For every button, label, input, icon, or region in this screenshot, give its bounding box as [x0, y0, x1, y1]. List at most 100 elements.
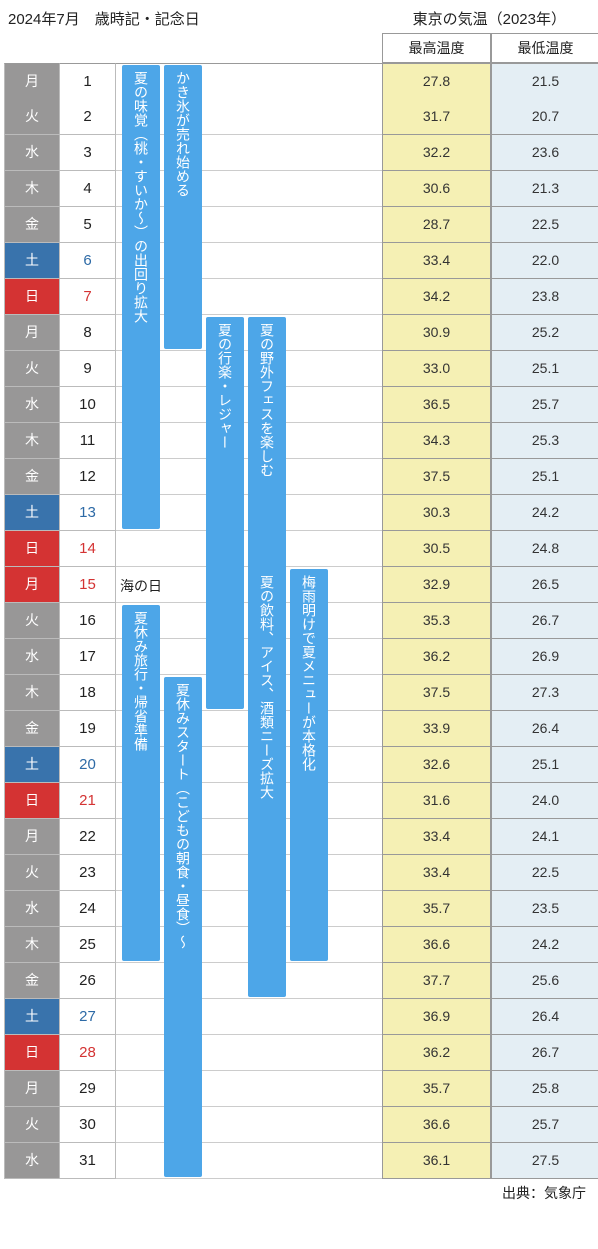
events-cell: [116, 1107, 382, 1143]
day-number: 29: [60, 1071, 116, 1107]
events-cell: [116, 711, 382, 747]
events-cell: [116, 783, 382, 819]
temp-high-cell: 32.6: [382, 747, 491, 783]
day-number: 22: [60, 819, 116, 855]
day-number: 9: [60, 351, 116, 387]
day-of-week-label: 月: [4, 819, 60, 855]
events-cell: [116, 639, 382, 675]
events-cell: [116, 315, 382, 351]
day-number: 19: [60, 711, 116, 747]
temp-high-cell: 33.4: [382, 819, 491, 855]
day-of-week-label: 金: [4, 963, 60, 999]
temp-low-cell: 26.9: [491, 639, 598, 675]
temp-low-cell: 22.5: [491, 207, 598, 243]
temp-high-cell: 32.2: [382, 135, 491, 171]
temp-low-cell: 26.4: [491, 999, 598, 1035]
day-number: 4: [60, 171, 116, 207]
day-number: 3: [60, 135, 116, 171]
table-row: 火3036.625.7: [4, 1107, 594, 1143]
day-of-week-label: 火: [4, 99, 60, 135]
day-number: 15: [60, 567, 116, 603]
day-number: 7: [60, 279, 116, 315]
temp-high-cell: 33.4: [382, 855, 491, 891]
table-row: 水3136.127.5: [4, 1143, 594, 1179]
table-row: 木1134.325.3: [4, 423, 594, 459]
day-number: 17: [60, 639, 116, 675]
page-title-right: 東京の気温（2023年）: [413, 8, 590, 29]
temp-high-cell: 37.5: [382, 675, 491, 711]
header-spacer: [60, 33, 116, 63]
day-of-week-label: 土: [4, 999, 60, 1035]
table-row: 土633.422.0: [4, 243, 594, 279]
temp-low-cell: 27.5: [491, 1143, 598, 1179]
events-cell: [116, 99, 382, 135]
table-row: 日1430.524.8: [4, 531, 594, 567]
events-cell: [116, 819, 382, 855]
day-number: 5: [60, 207, 116, 243]
events-cell: [116, 1143, 382, 1179]
day-of-week-label: 木: [4, 171, 60, 207]
temp-low-cell: 24.8: [491, 531, 598, 567]
temp-low-cell: 25.6: [491, 963, 598, 999]
temp-low-cell: 26.4: [491, 711, 598, 747]
day-of-week-label: 日: [4, 279, 60, 315]
temp-high-cell: 36.9: [382, 999, 491, 1035]
table-row: 木2536.624.2: [4, 927, 594, 963]
day-of-week-label: 水: [4, 1143, 60, 1179]
day-of-week-label: 火: [4, 351, 60, 387]
table-row: 木430.621.3: [4, 171, 594, 207]
table-row: 月127.821.5: [4, 63, 594, 99]
temp-low-cell: 25.7: [491, 387, 598, 423]
temp-high-cell: 31.7: [382, 99, 491, 135]
table-row: 日2836.226.7: [4, 1035, 594, 1071]
day-number: 27: [60, 999, 116, 1035]
day-of-week-label: 水: [4, 135, 60, 171]
table-row: 土2032.625.1: [4, 747, 594, 783]
temp-high-cell: 36.6: [382, 927, 491, 963]
source-text: 出典：気象庁: [4, 1179, 594, 1203]
temp-high-cell: 37.7: [382, 963, 491, 999]
events-cell: [116, 855, 382, 891]
temp-low-cell: 23.6: [491, 135, 598, 171]
table-row: 日734.223.8: [4, 279, 594, 315]
temp-high-cell: 27.8: [382, 63, 491, 100]
day-of-week-label: 金: [4, 207, 60, 243]
temp-high-cell: 35.7: [382, 891, 491, 927]
temp-high-cell: 28.7: [382, 207, 491, 243]
day-number: 20: [60, 747, 116, 783]
temp-low-cell: 23.8: [491, 279, 598, 315]
events-cell: [116, 1071, 382, 1107]
day-of-week-label: 火: [4, 603, 60, 639]
day-of-week-label: 木: [4, 927, 60, 963]
day-of-week-label: 水: [4, 891, 60, 927]
day-number: 28: [60, 1035, 116, 1071]
day-of-week-label: 月: [4, 567, 60, 603]
temp-low-cell: 26.7: [491, 1035, 598, 1071]
day-number: 11: [60, 423, 116, 459]
temp-high-cell: 36.5: [382, 387, 491, 423]
day-number: 2: [60, 99, 116, 135]
temp-low-cell: 20.7: [491, 99, 598, 135]
table-row: 火933.025.1: [4, 351, 594, 387]
day-number: 31: [60, 1143, 116, 1179]
page-title-left: 2024年7月 歳時記・記念日: [8, 8, 200, 29]
day-of-week-label: 水: [4, 639, 60, 675]
table-row: 金1933.926.4: [4, 711, 594, 747]
day-of-week-label: 金: [4, 459, 60, 495]
table-row: 木1837.527.3: [4, 675, 594, 711]
table-row: 日2131.624.0: [4, 783, 594, 819]
table-row: 月2233.424.1: [4, 819, 594, 855]
header-spacer: [4, 33, 60, 63]
table-row: 月830.925.2: [4, 315, 594, 351]
calendar-container: 2024年7月 歳時記・記念日 東京の気温（2023年） 最高温度 最低温度 月…: [0, 0, 598, 1207]
temp-low-cell: 26.7: [491, 603, 598, 639]
events-cell: [116, 747, 382, 783]
day-number: 6: [60, 243, 116, 279]
temp-high-cell: 35.7: [382, 1071, 491, 1107]
events-cell: [116, 63, 382, 100]
temp-high-cell: 30.9: [382, 315, 491, 351]
events-cell: [116, 243, 382, 279]
temp-low-cell: 23.5: [491, 891, 598, 927]
table-row: 水1036.525.7: [4, 387, 594, 423]
temp-high-cell: 33.0: [382, 351, 491, 387]
